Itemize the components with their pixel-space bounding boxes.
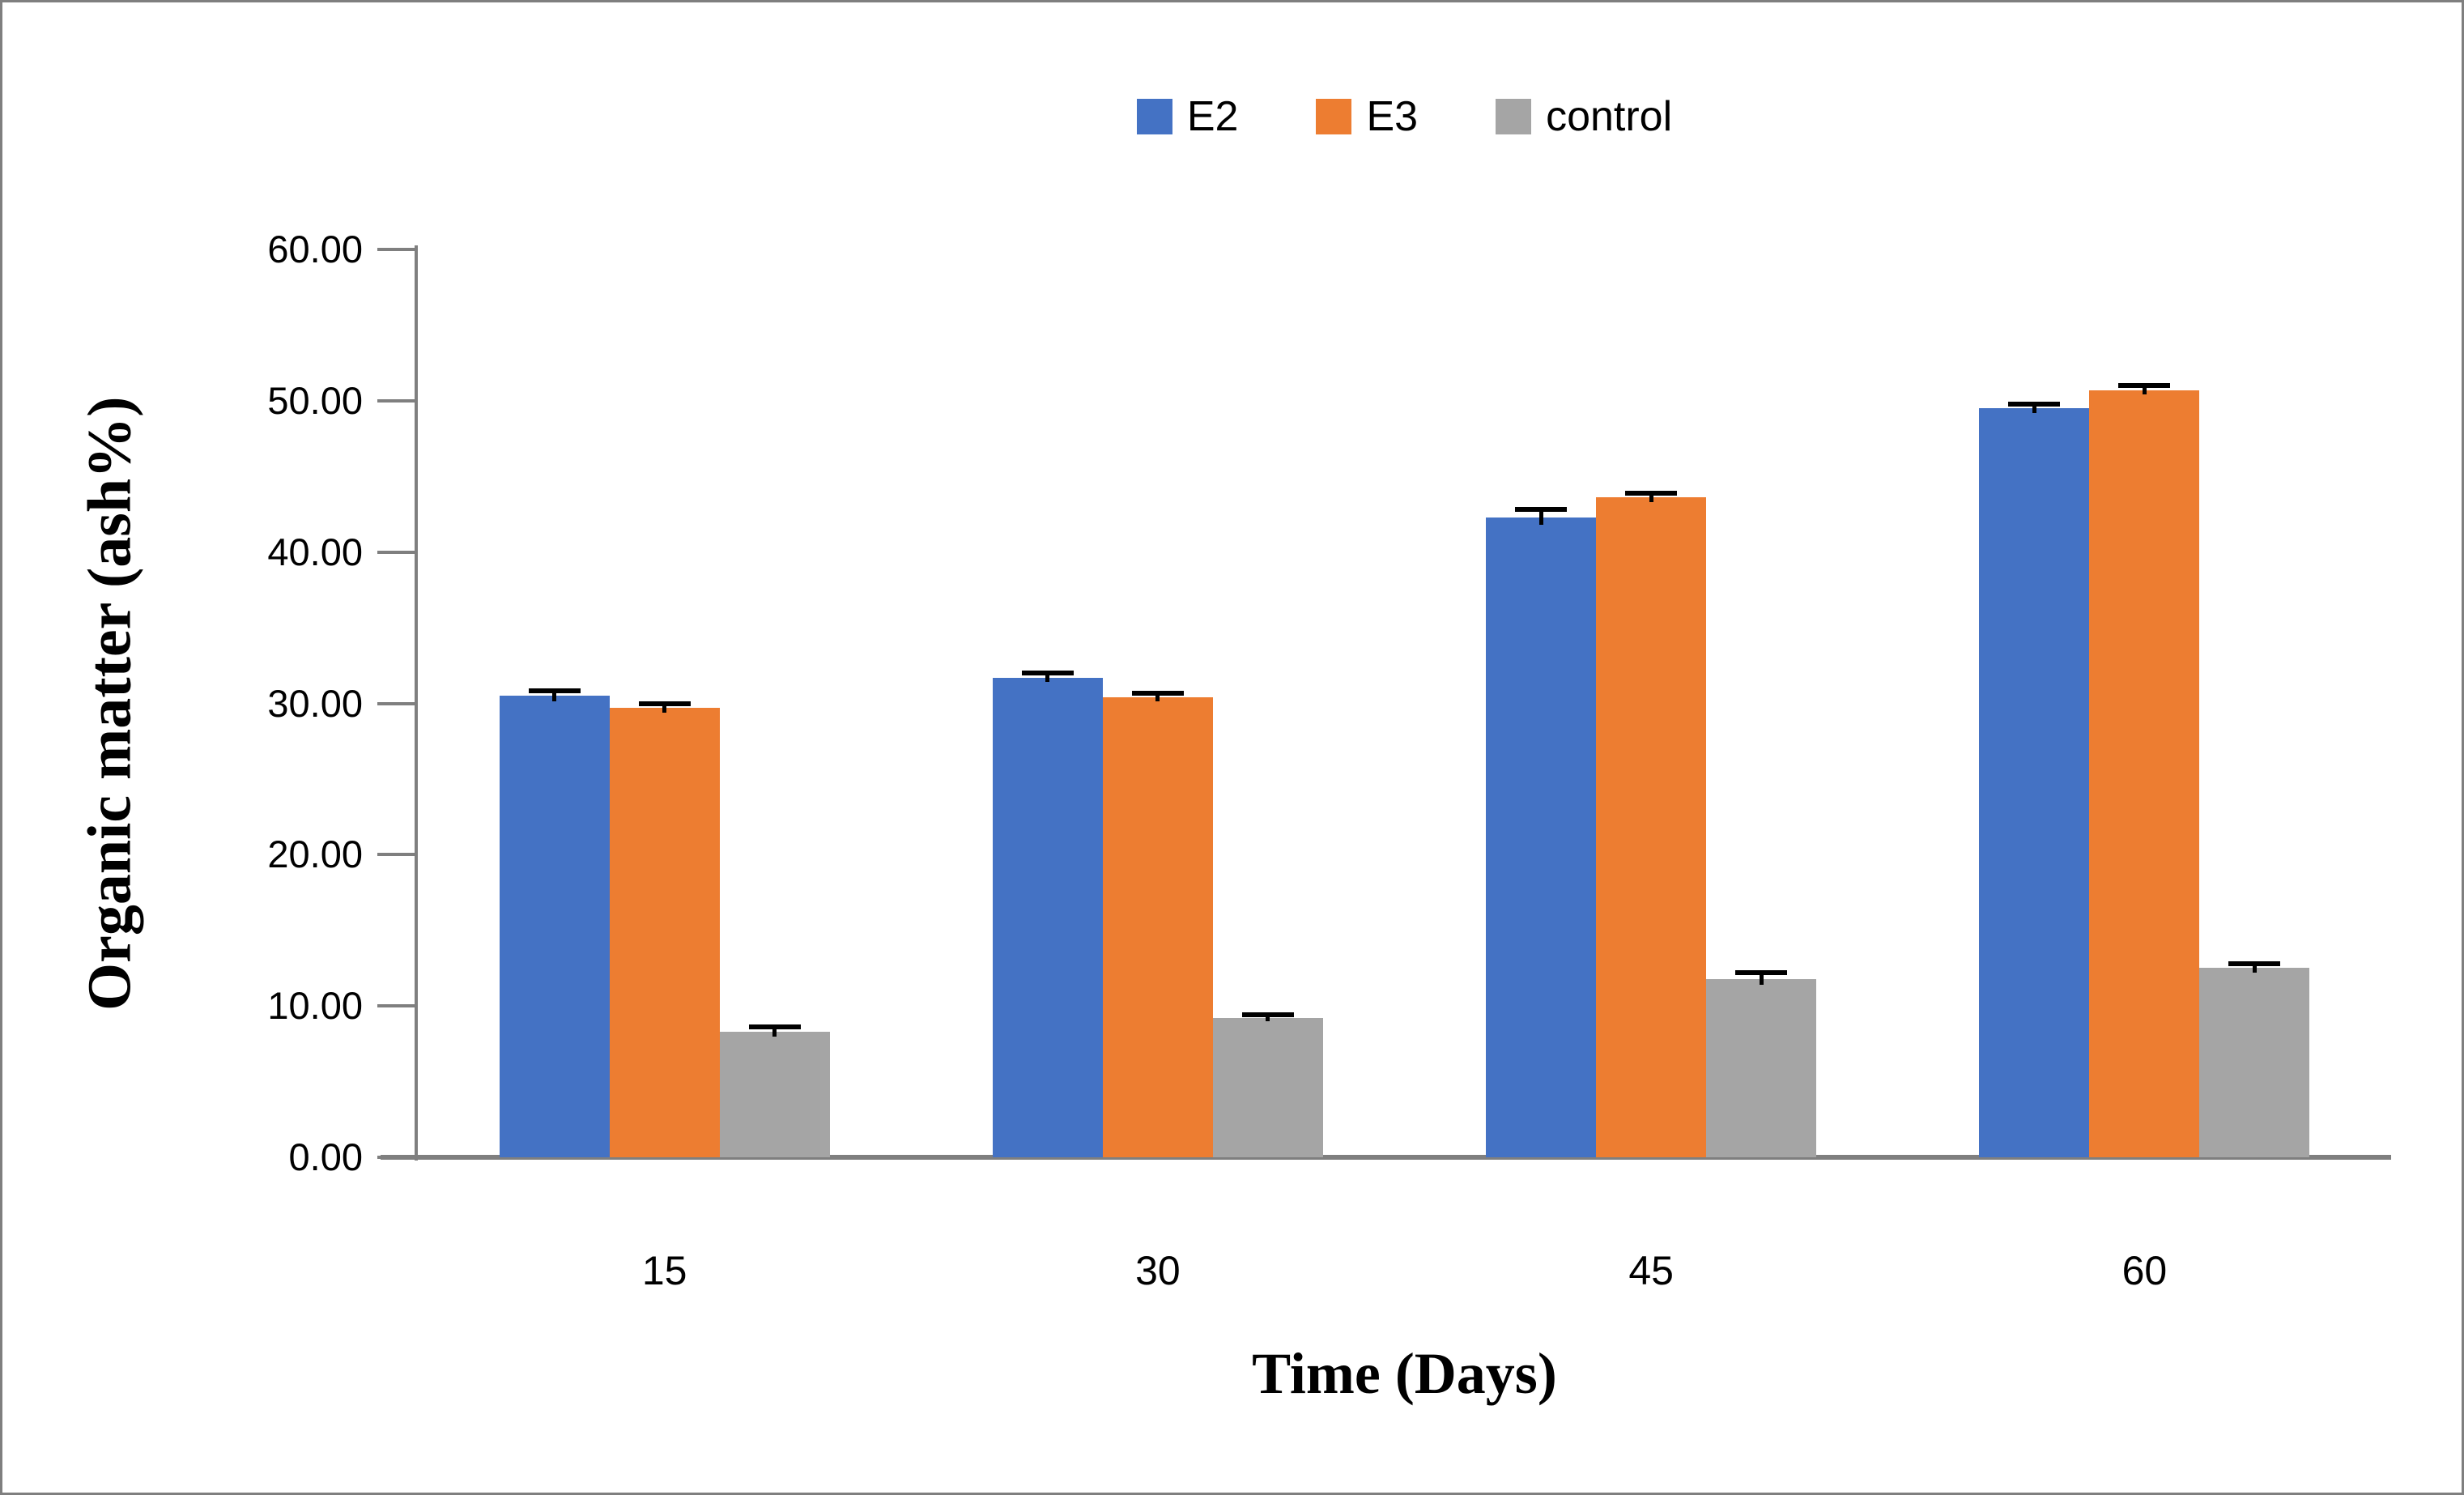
error-bar-cap-E2-60 bbox=[2008, 401, 2061, 407]
error-bar-E3-45 bbox=[1649, 492, 1653, 502]
y-tick-label: 60.00 bbox=[267, 228, 363, 270]
x-tick-label-45: 45 bbox=[1628, 1248, 1674, 1293]
error-bar-cap-control-60 bbox=[2228, 960, 2281, 966]
bar-E3-60 bbox=[2089, 390, 2200, 1157]
error-bar-control-15 bbox=[772, 1027, 777, 1037]
error-bar-E2-60 bbox=[2032, 403, 2036, 413]
bar-control-45 bbox=[1706, 978, 1817, 1157]
y-tick-mark bbox=[377, 1004, 415, 1008]
error-bar-cap-E2-45 bbox=[1515, 507, 1568, 513]
error-bar-cap-E2-30 bbox=[1021, 671, 1074, 676]
error-bar-cap-control-15 bbox=[748, 1024, 801, 1030]
legend-item-E3: E3 bbox=[1316, 96, 1418, 138]
y-tick-label: 40.00 bbox=[267, 530, 363, 573]
legend-swatch-E3 bbox=[1316, 99, 1352, 134]
bar-control-60 bbox=[2199, 968, 2310, 1157]
y-tick-mark bbox=[377, 248, 415, 251]
bar-control-15 bbox=[719, 1031, 830, 1157]
error-bar-cap-E3-30 bbox=[1131, 691, 1184, 696]
error-bar-E2-30 bbox=[1045, 673, 1050, 683]
y-tick-label: 20.00 bbox=[267, 833, 363, 876]
bar-control-30 bbox=[1212, 1018, 1323, 1157]
legend-label: E3 bbox=[1366, 93, 1419, 140]
error-bar-cap-E3-60 bbox=[2118, 383, 2171, 389]
legend-label: control bbox=[1546, 93, 1673, 140]
error-bar-E3-15 bbox=[662, 703, 667, 713]
error-bar-control-30 bbox=[1266, 1015, 1270, 1021]
y-tick-label: 30.00 bbox=[267, 681, 363, 725]
error-bar-cap-E3-45 bbox=[1625, 490, 1678, 496]
bar-E2-60 bbox=[1979, 408, 2090, 1157]
legend-item-control: control bbox=[1496, 96, 1672, 138]
y-axis-title: Organic matter (ash%) bbox=[75, 396, 144, 1011]
y-tick-mark bbox=[377, 398, 415, 402]
error-bar-control-60 bbox=[2252, 963, 2257, 973]
bar-E3-15 bbox=[609, 708, 720, 1157]
error-bar-E2-15 bbox=[552, 690, 557, 701]
bar-E2-30 bbox=[992, 677, 1103, 1157]
error-bar-control-45 bbox=[1759, 973, 1764, 985]
y-tick-mark bbox=[377, 1156, 415, 1159]
y-tick-label: 50.00 bbox=[267, 378, 363, 422]
y-tick-label: 0.00 bbox=[288, 1135, 363, 1178]
y-tick-mark bbox=[377, 853, 415, 857]
y-tick-mark bbox=[377, 701, 415, 705]
x-tick-label-15: 15 bbox=[641, 1248, 687, 1293]
error-bar-E3-30 bbox=[1155, 693, 1160, 701]
error-bar-cap-E2-15 bbox=[528, 688, 581, 693]
x-tick-label-60: 60 bbox=[2121, 1248, 2168, 1293]
error-bar-cap-E3-15 bbox=[638, 701, 691, 706]
bar-E3-30 bbox=[1102, 697, 1213, 1157]
error-bar-E3-60 bbox=[2142, 385, 2147, 395]
legend-item-E2: E2 bbox=[1136, 93, 1239, 140]
x-tick-label-30: 30 bbox=[1135, 1248, 1181, 1293]
bar-E3-45 bbox=[1596, 497, 1707, 1157]
legend-label: E2 bbox=[1186, 93, 1239, 140]
error-bar-E2-45 bbox=[1538, 509, 1543, 526]
y-tick-label: 10.00 bbox=[267, 984, 363, 1028]
x-axis-title: Time (Days) bbox=[1252, 1341, 1557, 1406]
error-bar-cap-control-30 bbox=[1241, 1012, 1294, 1018]
legend-swatch-E2 bbox=[1136, 99, 1172, 134]
legend-swatch-control bbox=[1496, 99, 1532, 134]
y-axis-line bbox=[415, 245, 418, 1161]
y-tick-mark bbox=[377, 550, 415, 554]
x-axis-line bbox=[381, 1155, 2391, 1160]
bar-E2-45 bbox=[1486, 517, 1597, 1157]
bar-E2-15 bbox=[499, 696, 610, 1157]
legend: E2 E3 control bbox=[418, 80, 2391, 153]
error-bar-cap-control-45 bbox=[1735, 970, 1788, 976]
